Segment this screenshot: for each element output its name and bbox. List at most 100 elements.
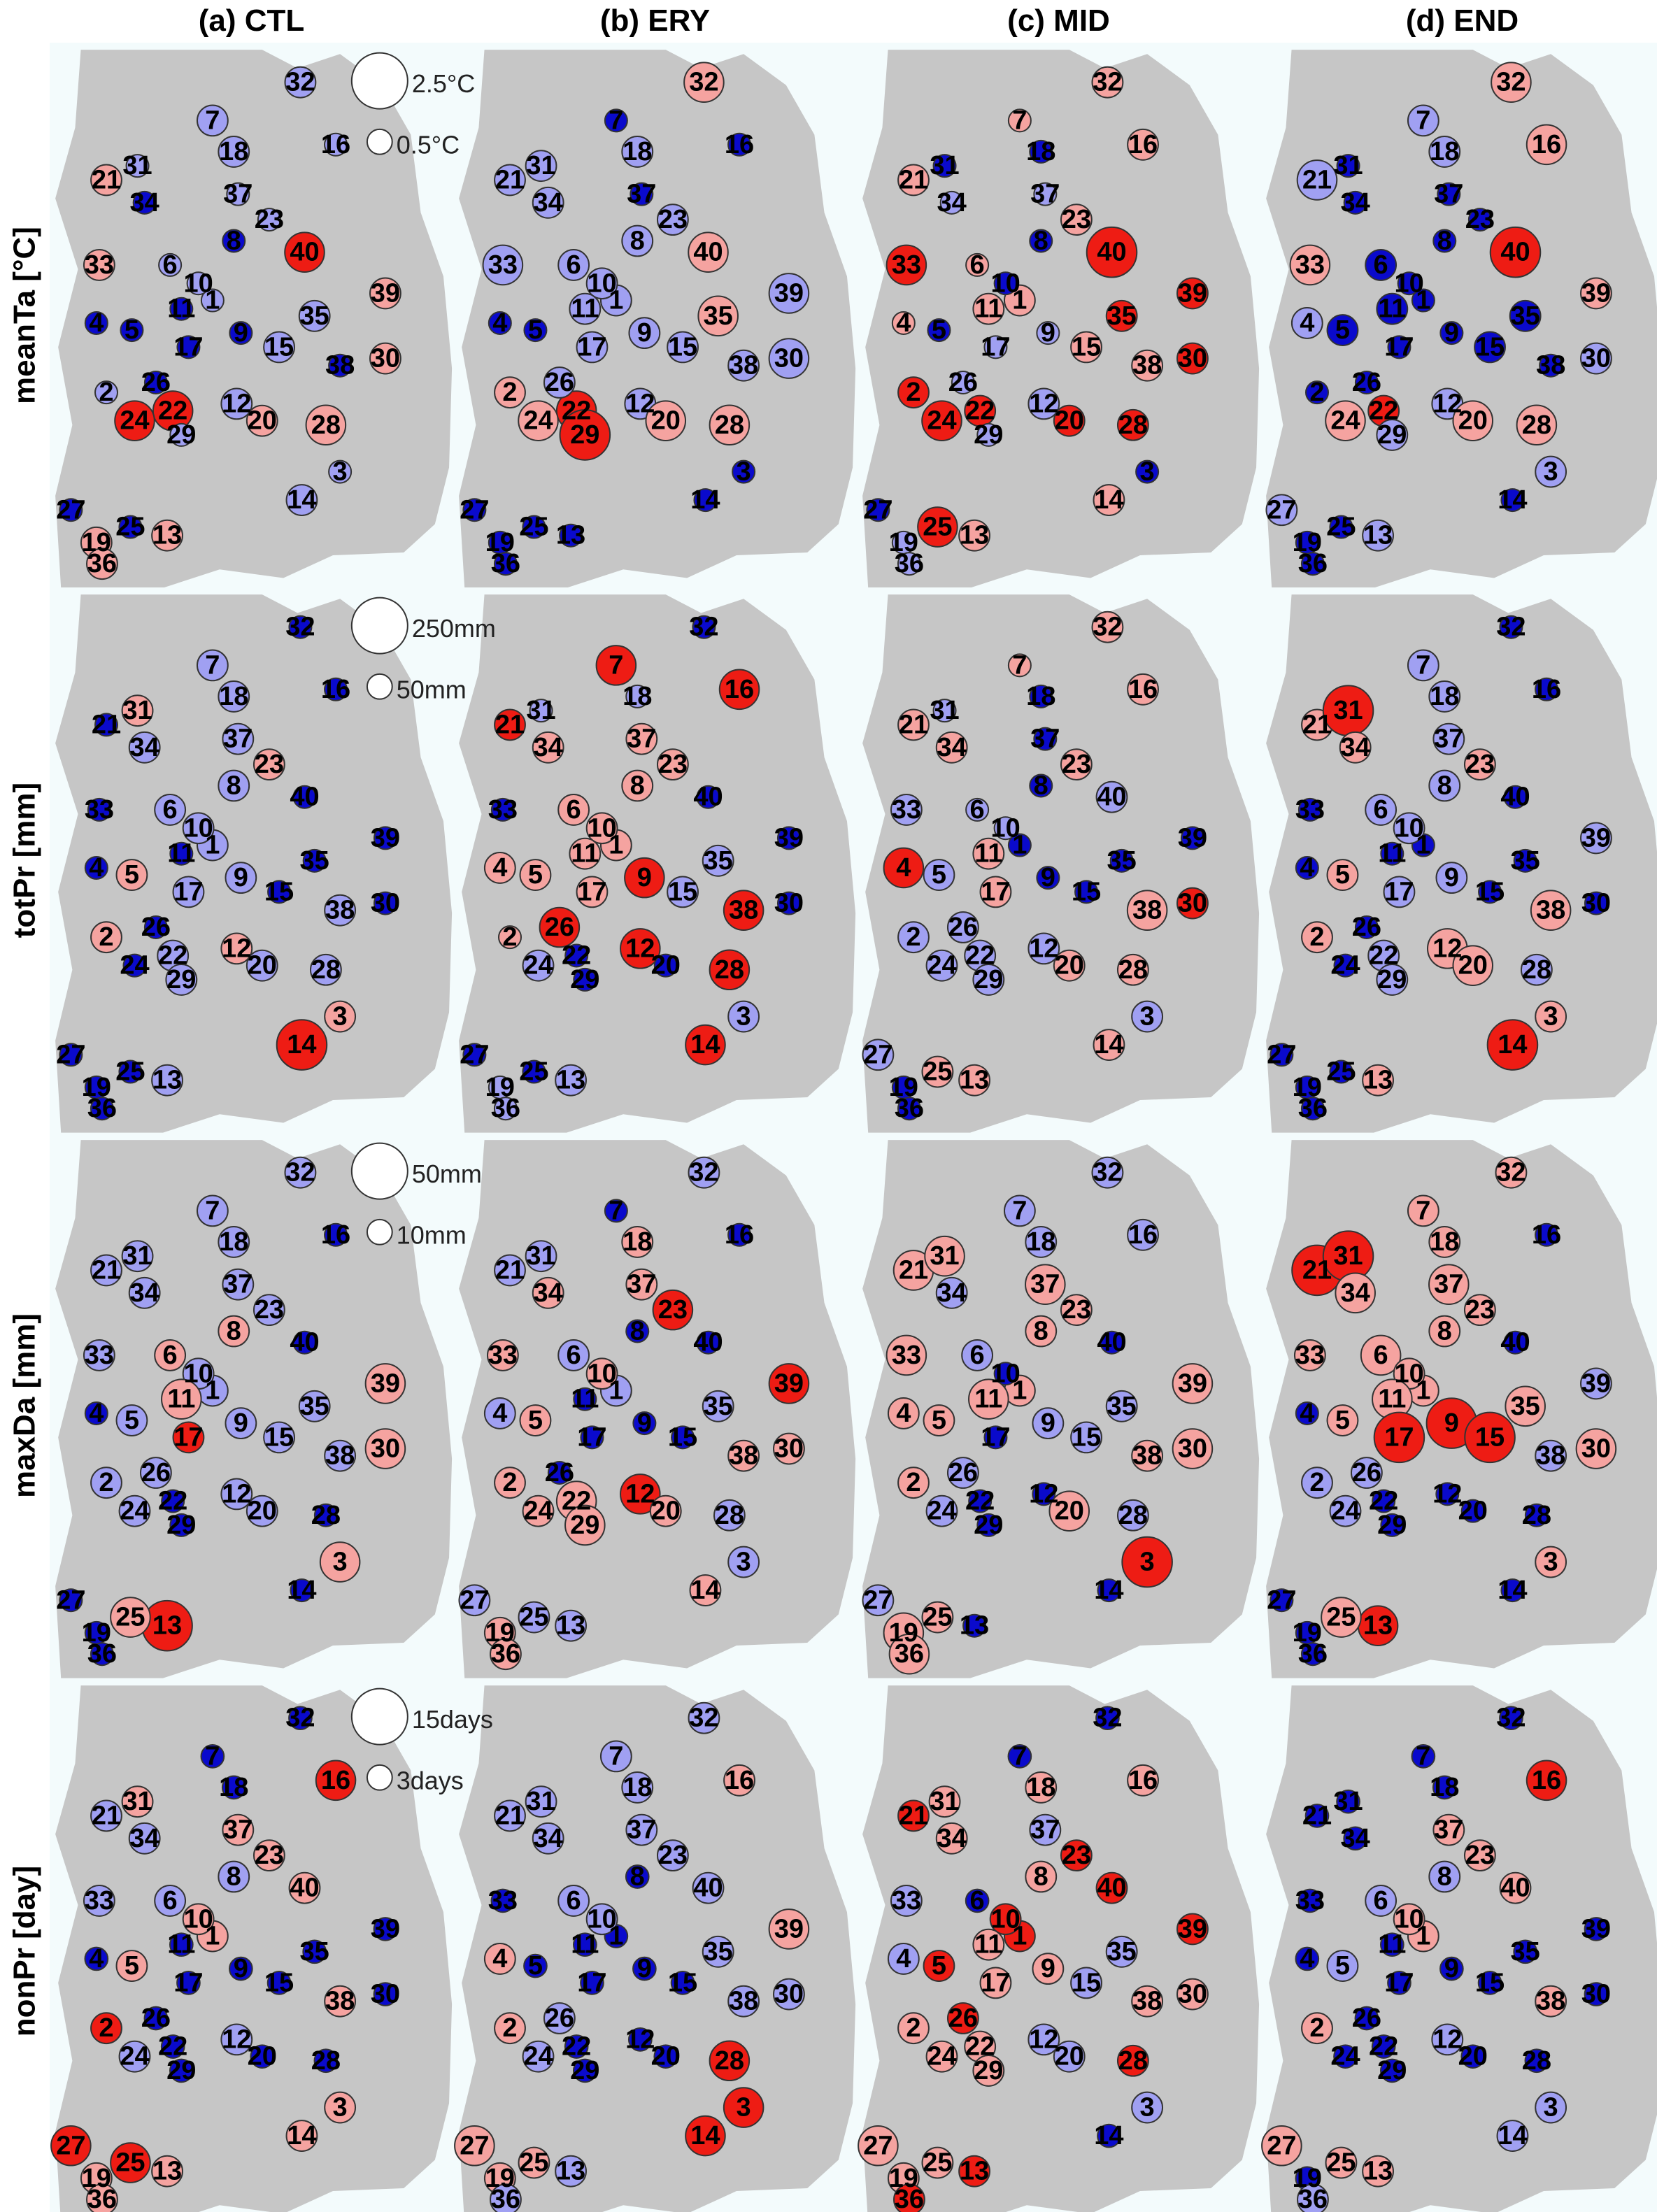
station-label: 5 [528, 1951, 543, 1981]
station-label: 10 [1394, 269, 1423, 298]
station-label: 38 [729, 1987, 758, 2016]
station-bubble [1048, 1490, 1090, 1532]
station-label: 17 [981, 877, 1010, 906]
station-bubble [983, 1425, 1008, 1450]
station-label: 7 [1012, 106, 1027, 135]
station-bubble [222, 1813, 255, 1846]
station-label: 29 [166, 1511, 196, 1540]
station-bubble [125, 154, 150, 178]
station-bubble [1180, 826, 1204, 850]
station-bubble [621, 1226, 654, 1258]
station-label: 13 [960, 1611, 989, 1641]
station-label: 23 [1062, 1295, 1091, 1325]
station-label: 34 [1341, 1278, 1370, 1308]
station-bubble [702, 844, 734, 877]
station-bubble [697, 295, 739, 337]
station-bubble [1060, 1839, 1093, 1872]
station-bubble [1105, 299, 1138, 332]
station-label: 16 [725, 1766, 754, 1795]
station-bubble [369, 277, 401, 310]
station-bubble [200, 1744, 225, 1769]
station-bubble [983, 335, 1008, 359]
station-label: 39 [1581, 823, 1611, 852]
station-bubble [569, 837, 602, 870]
station-bubble [132, 190, 157, 215]
station-bubble [968, 1378, 1009, 1420]
station-label: 1 [1012, 1376, 1027, 1406]
station-bubble [951, 371, 975, 394]
station-bubble [891, 311, 916, 335]
station-bubble [580, 1971, 604, 1995]
station-bubble [1505, 1385, 1546, 1427]
station-bubble [1029, 139, 1053, 164]
station-bubble [518, 2146, 550, 2179]
station-bubble [555, 1609, 587, 1642]
station-label: 6 [970, 795, 985, 825]
station-label: 37 [223, 725, 253, 754]
station-label: 21 [495, 710, 525, 739]
station-bubble [87, 797, 111, 822]
station-bubble [1452, 945, 1494, 986]
station-label: 7 [205, 1741, 220, 1771]
land [862, 594, 1260, 1133]
station-bubble [1435, 1482, 1460, 1506]
station-label: 20 [1458, 406, 1488, 436]
station-bubble [1116, 953, 1149, 986]
station-label: 33 [1295, 1886, 1325, 1915]
station-label: 37 [1030, 1270, 1060, 1299]
station-label: 1 [1012, 286, 1027, 315]
station-label: 36 [1298, 1094, 1328, 1123]
station-label: 22 [158, 941, 187, 971]
station-bubble [1439, 1956, 1464, 1981]
station-label: 20 [248, 1497, 277, 1526]
station-bubble [732, 459, 756, 484]
station-bubble [1176, 1913, 1209, 1946]
station-label: 30 [1581, 344, 1611, 373]
station-label: 6 [970, 1341, 985, 1370]
station-label: 15 [264, 877, 294, 906]
station-bubble [1091, 611, 1124, 643]
station-bubble [1376, 419, 1409, 451]
station-bubble [90, 1467, 122, 1499]
station-bubble [958, 2155, 990, 2188]
station-label: 18 [623, 1227, 652, 1257]
stations [866, 66, 1209, 576]
station-label: 23 [658, 1295, 688, 1325]
station-bubble [625, 722, 658, 755]
station-bubble [267, 880, 292, 904]
station-label: 20 [1458, 2042, 1488, 2071]
station-label: 4 [1300, 308, 1314, 338]
station-label: 12 [222, 389, 251, 418]
station-label: 35 [300, 1392, 329, 1421]
station-label: 15 [668, 1422, 697, 1452]
station-label: 11 [167, 294, 195, 324]
station-label: 36 [1298, 549, 1328, 578]
station-bubble [518, 400, 559, 441]
station-bubble [50, 2125, 92, 2167]
stations [59, 66, 401, 580]
station-label: 18 [1026, 137, 1055, 166]
station-bubble [200, 288, 225, 313]
station-label: 12 [1029, 934, 1058, 963]
station-label: 34 [937, 733, 967, 762]
station-label: 2 [502, 378, 517, 407]
station-bubble [1053, 2040, 1086, 2073]
station-bubble [925, 2040, 958, 2073]
station-label: 31 [1333, 1241, 1363, 1271]
station-bubble [525, 1785, 557, 1818]
station-label: 40 [290, 1328, 319, 1357]
station-label: 25 [1326, 1057, 1356, 1087]
station-bubble [723, 1764, 755, 1797]
station-label: 9 [637, 1954, 652, 1983]
station-label: 21 [495, 1255, 525, 1285]
station-label: 16 [1128, 130, 1158, 159]
station-bubble [94, 380, 118, 405]
station-bubble [482, 244, 524, 286]
station-label: 37 [1030, 1815, 1060, 1845]
station-label: 22 [562, 2032, 591, 2062]
station-bubble [1350, 1457, 1383, 1489]
station-label: 23 [1465, 205, 1495, 234]
